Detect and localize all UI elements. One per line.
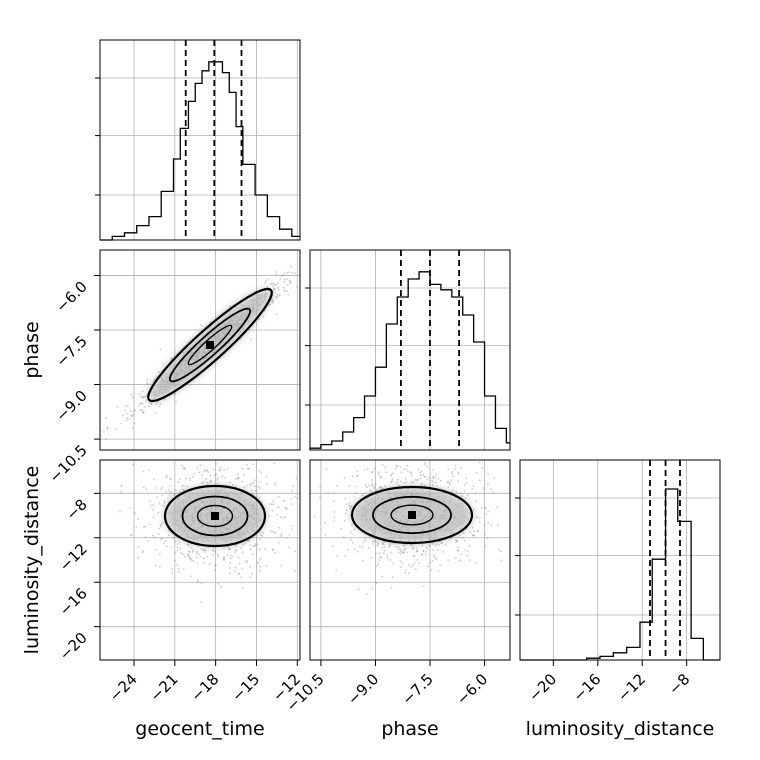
peak-marker [408,511,416,519]
contour [390,504,434,526]
y-tick-label-phase: −9.0 [52,387,90,425]
x-tick-label-geocent-time: −21 [147,670,182,705]
y-tick-label-phase: −10.5 [46,441,91,486]
y-tick-label-luminosity-distance: −20 [56,629,91,664]
contour [196,504,234,528]
grid-geocent-phase [100,250,300,450]
y-axis-label-luminosity-distance: luminosity_distance [21,466,43,655]
y-tick-label-luminosity-distance: −16 [56,584,91,619]
x-axis-label-luminosity-distance: luminosity_distance [526,718,715,740]
histogram-phase [309,271,510,450]
peak-marker [206,341,214,349]
marginal-grid-luminosity_distance [520,460,720,660]
marginal-frame-luminosity_distance [519,459,721,661]
peak-marker [211,512,219,520]
x-axis-label-phase: phase [381,718,438,740]
y-tick-label-phase: −6.0 [52,278,90,316]
x-tick-label-geocent-time: −24 [106,670,141,705]
x-tick-label-phase: −7.5 [398,670,436,708]
contour [372,495,452,535]
x-tick-label-geocent-time: −18 [187,670,222,705]
panel-frame-geocent-lum [99,459,301,661]
x-tick-label-luminosity-distance: −20 [525,670,560,705]
x-tick-label-luminosity-distance: −12 [614,670,649,705]
panel-frame-phase-lum [309,459,511,661]
y-tick-label-luminosity-distance: −12 [56,540,91,575]
marginal-grid-phase [310,250,510,450]
y-tick-label-phase: −7.5 [52,332,90,370]
scatter-phase-lum [313,461,503,595]
histogram-luminosity_distance [520,488,720,661]
histogram-geocent_time [100,61,300,241]
contour [181,495,249,537]
x-tick-label-phase: −6.0 [453,670,491,708]
y-tick-label-luminosity-distance: −8 [62,495,90,523]
x-tick-label-geocent-time: −15 [228,670,263,705]
y-axis-label-phase: phase [21,321,43,378]
x-tick-label-luminosity-distance: −8 [665,670,693,698]
marginal-frame-geocent_time [99,39,301,241]
x-tick-label-phase: −9.0 [344,670,382,708]
scatter-geocent-lum [119,462,299,603]
scatter-geocent-phase [103,265,299,441]
panel-frame-geocent-phase [99,249,301,451]
x-tick-label-luminosity-distance: −16 [569,670,604,705]
x-axis-label-geocent-time: geocent_time [135,718,264,740]
marginal-frame-phase [309,249,511,451]
contour [168,307,252,383]
marginal-grid-geocent_time [100,40,300,240]
grid-geocent-lum [100,460,300,660]
